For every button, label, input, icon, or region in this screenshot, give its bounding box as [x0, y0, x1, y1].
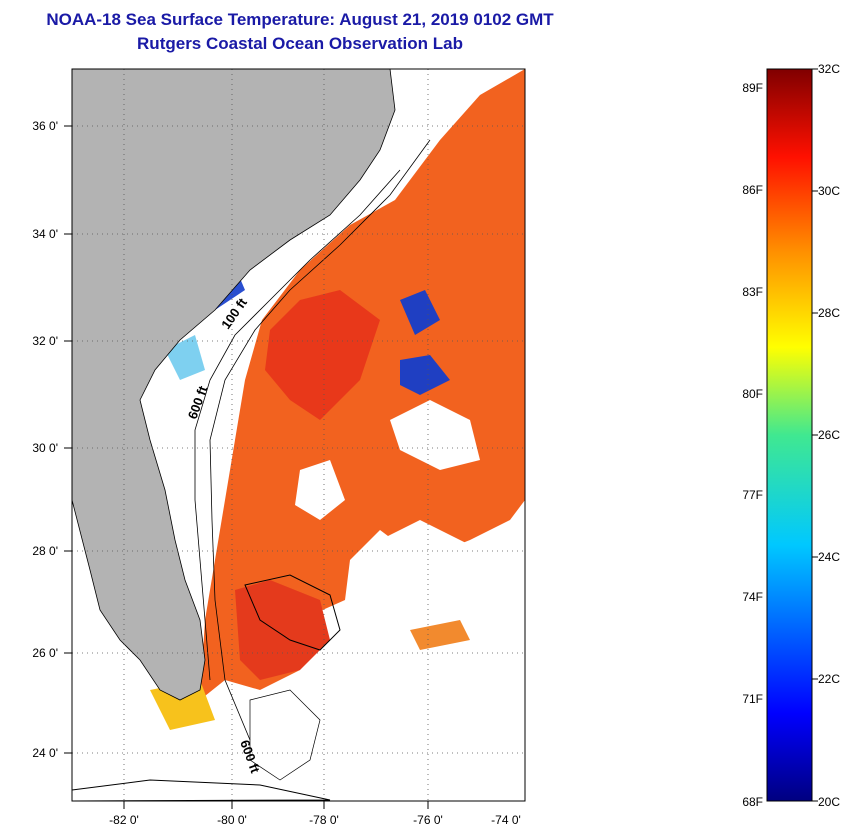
lat-label: 28 0'	[32, 544, 58, 558]
colorbar-f-label: 80F	[742, 387, 763, 401]
colorbar-c-label: 24C	[818, 550, 840, 564]
colorbar-c-label: 32C	[818, 62, 840, 76]
colorbar-ticks	[812, 68, 818, 802]
sst-warm-patch	[410, 620, 470, 650]
map-subtitle: Rutgers Coastal Ocean Observation Lab	[137, 34, 463, 53]
lon-label: -82 0'	[109, 813, 139, 827]
lat-label: 26 0'	[32, 646, 58, 660]
cloud-gap	[390, 400, 480, 470]
sst-hot-patch	[265, 290, 380, 420]
cloud-gap	[295, 460, 345, 520]
lat-label: 24 0'	[32, 746, 58, 760]
contour-600ft	[209, 139, 431, 741]
lat-label: 30 0'	[32, 441, 58, 455]
map-ticks	[64, 125, 429, 809]
colorbar-f-label: 74F	[742, 590, 763, 604]
map-title: NOAA-18 Sea Surface Temperature: August …	[46, 10, 554, 29]
colorbar-c-label: 26C	[818, 428, 840, 442]
map-grid	[72, 69, 525, 801]
lon-label: -74 0'	[491, 813, 521, 827]
colorbar-c-label: 28C	[818, 306, 840, 320]
bahamas-outline	[244, 574, 341, 651]
land-mainland	[72, 69, 396, 701]
lat-label: 32 0'	[32, 334, 58, 348]
colorbar-c-label: 22C	[818, 672, 840, 686]
lat-label: 36 0'	[32, 119, 58, 133]
contour-100ft	[194, 169, 401, 681]
colorbar-f-label: 83F	[742, 285, 763, 299]
lon-label: -78 0'	[309, 813, 339, 827]
contour-south	[249, 689, 321, 781]
map-frame	[71, 68, 526, 802]
lon-label: -76 0'	[413, 813, 443, 827]
sst-cool-patch	[400, 290, 440, 335]
colorbar-f-label: 86F	[742, 183, 763, 197]
lon-label: -80 0'	[217, 813, 247, 827]
colorbar-f-label: 77F	[742, 488, 763, 502]
colorbar-f-label: 68F	[742, 795, 763, 809]
colorbar	[766, 68, 813, 802]
sst-hot-patch-south	[235, 580, 330, 680]
colorbar-c-label: 20C	[818, 795, 840, 809]
colorbar-c-label: 30C	[818, 184, 840, 198]
colorbar-f-label: 71F	[742, 692, 763, 706]
cuba-outline	[72, 779, 331, 801]
sst-cool-patch	[400, 355, 450, 395]
cloud-gap	[380, 520, 525, 660]
colorbar-f-label: 89F	[742, 81, 763, 95]
lat-label: 34 0'	[32, 227, 58, 241]
